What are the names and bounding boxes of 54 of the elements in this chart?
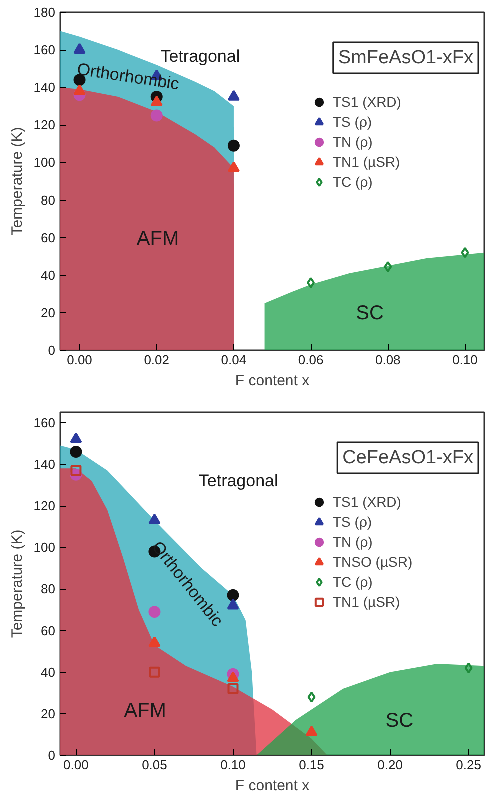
- y-tick-label: 140: [34, 456, 56, 472]
- y-tick-label: 160: [34, 42, 56, 58]
- x-tick-label: 0.15: [299, 758, 324, 772]
- legend-label: TN (ρ): [333, 134, 373, 150]
- y-tick-label: 140: [34, 80, 56, 96]
- text: CeFeAsO1-xFx: [342, 448, 474, 468]
- annotation: SC: [386, 710, 414, 732]
- annotation: AFM: [124, 700, 166, 722]
- annotation: Tetragonal: [160, 46, 240, 66]
- legend-label: TC (ρ): [333, 174, 373, 190]
- y-tick-label: 60: [41, 623, 56, 638]
- x-axis-title: F content x: [235, 778, 310, 794]
- x-tick-label: 0.25: [456, 758, 482, 772]
- x-tick-label: 0.04: [221, 352, 247, 368]
- x-axis-title: F content x: [235, 372, 310, 390]
- y-tick-label: 0: [48, 748, 56, 763]
- x-tick-label: 0.05: [142, 758, 168, 772]
- x-tick-label: 0.00: [64, 758, 89, 772]
- legend-label: TN1 (µSR): [333, 154, 400, 170]
- x-tick-label: 0.08: [375, 352, 401, 368]
- annotation: SC: [356, 302, 384, 324]
- y-tick-label: 0: [48, 343, 56, 358]
- legend-label: TN1 (µSR): [333, 594, 400, 610]
- y-tick-label: 160: [34, 415, 56, 430]
- legend-label: TN (ρ): [333, 534, 373, 550]
- text: SmFeAsO1-xFx: [338, 48, 474, 68]
- y-axis-title: Temperature (K): [8, 530, 26, 638]
- legend-label: TS (ρ): [333, 514, 372, 530]
- y-tick-label: 120: [34, 118, 56, 133]
- x-tick-label: 0.10: [220, 758, 246, 772]
- legend-label: TC (ρ): [333, 574, 373, 590]
- legend-label: TS1 (XRD): [333, 94, 402, 110]
- x-tick-label: 0.02: [144, 352, 170, 368]
- y-tick-label: 40: [41, 268, 56, 283]
- y-tick-label: 20: [41, 305, 56, 320]
- legend-label: TS (ρ): [333, 114, 372, 130]
- y-axis-title: Temperature (K): [8, 127, 26, 236]
- annotation: AFM: [136, 228, 180, 250]
- y-tick-label: 120: [34, 498, 56, 514]
- x-tick-label: 0.00: [67, 352, 92, 368]
- y-tick-label: 80: [41, 582, 56, 597]
- legend-label: TS1 (XRD): [333, 494, 402, 510]
- y-tick-label: 40: [41, 664, 56, 680]
- y-tick-label: 80: [41, 192, 56, 208]
- annotation: Tetragonal: [198, 472, 278, 491]
- y-tick-label: 20: [41, 706, 56, 722]
- y-tick-label: 100: [34, 540, 56, 556]
- y-tick-label: 60: [41, 230, 56, 246]
- y-tick-label: 180: [34, 5, 56, 20]
- y-tick-label: 100: [34, 155, 56, 170]
- legend-label: TNSO (µSR): [333, 554, 413, 570]
- x-tick-label: 0.06: [298, 352, 324, 368]
- x-tick-label: 0.20: [378, 758, 403, 772]
- x-tick-label: 0.10: [452, 352, 478, 368]
